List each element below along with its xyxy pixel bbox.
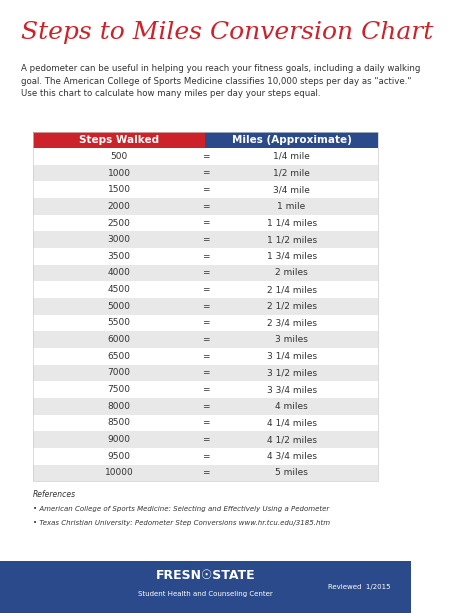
Text: =: = bbox=[201, 402, 209, 411]
Text: 1 mile: 1 mile bbox=[277, 202, 306, 211]
Text: 8000: 8000 bbox=[108, 402, 131, 411]
Text: =: = bbox=[201, 202, 209, 211]
Text: 4 1/2 miles: 4 1/2 miles bbox=[266, 435, 317, 444]
FancyBboxPatch shape bbox=[33, 248, 378, 265]
FancyBboxPatch shape bbox=[33, 365, 378, 381]
FancyBboxPatch shape bbox=[33, 215, 378, 231]
FancyBboxPatch shape bbox=[33, 414, 378, 431]
FancyBboxPatch shape bbox=[33, 181, 378, 198]
Text: 2 3/4 miles: 2 3/4 miles bbox=[266, 319, 317, 327]
Text: =: = bbox=[201, 252, 209, 261]
Bar bbox=[0, 561, 411, 613]
FancyBboxPatch shape bbox=[33, 381, 378, 398]
Text: 2 miles: 2 miles bbox=[275, 268, 308, 278]
Text: =: = bbox=[201, 419, 209, 427]
FancyBboxPatch shape bbox=[33, 331, 378, 348]
FancyBboxPatch shape bbox=[205, 132, 378, 148]
Text: FRESN☉STATE: FRESN☉STATE bbox=[155, 569, 255, 582]
Text: =: = bbox=[201, 385, 209, 394]
FancyBboxPatch shape bbox=[33, 281, 378, 298]
Text: 3 1/4 miles: 3 1/4 miles bbox=[266, 352, 317, 361]
FancyBboxPatch shape bbox=[33, 314, 378, 331]
Text: =: = bbox=[201, 319, 209, 327]
Text: =: = bbox=[201, 352, 209, 361]
Text: 10000: 10000 bbox=[105, 468, 134, 478]
FancyBboxPatch shape bbox=[33, 465, 378, 481]
FancyBboxPatch shape bbox=[33, 348, 378, 365]
Text: 4500: 4500 bbox=[108, 285, 130, 294]
FancyBboxPatch shape bbox=[33, 398, 378, 414]
Text: 2000: 2000 bbox=[108, 202, 130, 211]
Text: Student Health and Counseling Center: Student Health and Counseling Center bbox=[138, 592, 273, 597]
Text: 2500: 2500 bbox=[108, 218, 130, 227]
Text: =: = bbox=[201, 218, 209, 227]
Text: 3 3/4 miles: 3 3/4 miles bbox=[266, 385, 317, 394]
Text: 4000: 4000 bbox=[108, 268, 130, 278]
FancyBboxPatch shape bbox=[33, 132, 205, 148]
FancyBboxPatch shape bbox=[33, 165, 378, 181]
Text: 5000: 5000 bbox=[108, 302, 131, 311]
Text: 1500: 1500 bbox=[108, 185, 131, 194]
Text: =: = bbox=[201, 468, 209, 478]
Text: 1/2 mile: 1/2 mile bbox=[273, 169, 310, 178]
Text: =: = bbox=[201, 452, 209, 461]
Text: Steps Walked: Steps Walked bbox=[79, 135, 159, 145]
FancyBboxPatch shape bbox=[33, 265, 378, 281]
Text: =: = bbox=[201, 152, 209, 161]
Text: Reviewed  1/2015: Reviewed 1/2015 bbox=[328, 584, 390, 590]
Text: 4 3/4 miles: 4 3/4 miles bbox=[266, 452, 317, 461]
Text: 5500: 5500 bbox=[108, 319, 131, 327]
Text: 1/4 mile: 1/4 mile bbox=[273, 152, 310, 161]
Text: =: = bbox=[201, 185, 209, 194]
Bar bbox=[33, 132, 378, 481]
Text: 4 miles: 4 miles bbox=[275, 402, 308, 411]
Text: 500: 500 bbox=[110, 152, 128, 161]
Text: Steps to Miles Conversion Chart: Steps to Miles Conversion Chart bbox=[20, 21, 433, 45]
Text: • American College of Sports Medicine: Selecting and Effectively Using a Pedomet: • American College of Sports Medicine: S… bbox=[33, 506, 329, 512]
Text: 3 miles: 3 miles bbox=[275, 335, 308, 344]
Text: 7500: 7500 bbox=[108, 385, 131, 394]
Text: 1000: 1000 bbox=[108, 169, 131, 178]
Text: =: = bbox=[201, 302, 209, 311]
Text: =: = bbox=[201, 268, 209, 278]
FancyBboxPatch shape bbox=[33, 148, 378, 165]
Text: 1 1/2 miles: 1 1/2 miles bbox=[266, 235, 317, 244]
Text: 5 miles: 5 miles bbox=[275, 468, 308, 478]
Text: 8500: 8500 bbox=[108, 419, 131, 427]
Text: 9000: 9000 bbox=[108, 435, 131, 444]
Text: 3/4 mile: 3/4 mile bbox=[273, 185, 310, 194]
Text: 4 1/4 miles: 4 1/4 miles bbox=[266, 419, 317, 427]
Text: =: = bbox=[201, 435, 209, 444]
Text: =: = bbox=[201, 368, 209, 378]
Text: =: = bbox=[201, 169, 209, 178]
Text: 1 1/4 miles: 1 1/4 miles bbox=[266, 218, 317, 227]
FancyBboxPatch shape bbox=[33, 431, 378, 448]
Text: 3500: 3500 bbox=[108, 252, 131, 261]
Text: 3000: 3000 bbox=[108, 235, 131, 244]
Text: 6500: 6500 bbox=[108, 352, 131, 361]
Text: 7000: 7000 bbox=[108, 368, 131, 378]
Text: A pedometer can be useful in helping you reach your fitness goals, including a d: A pedometer can be useful in helping you… bbox=[20, 64, 420, 98]
FancyBboxPatch shape bbox=[33, 231, 378, 248]
Text: 2 1/4 miles: 2 1/4 miles bbox=[266, 285, 317, 294]
Text: =: = bbox=[201, 335, 209, 344]
Text: 3 1/2 miles: 3 1/2 miles bbox=[266, 368, 317, 378]
Text: 1 3/4 miles: 1 3/4 miles bbox=[266, 252, 317, 261]
Text: 2 1/2 miles: 2 1/2 miles bbox=[266, 302, 317, 311]
FancyBboxPatch shape bbox=[33, 298, 378, 314]
Text: References: References bbox=[33, 490, 76, 500]
Text: 9500: 9500 bbox=[108, 452, 131, 461]
FancyBboxPatch shape bbox=[33, 198, 378, 215]
Text: • Texas Christian University: Pedometer Step Conversions www.hr.tcu.edu/3185.htm: • Texas Christian University: Pedometer … bbox=[33, 520, 330, 526]
Text: =: = bbox=[201, 235, 209, 244]
Text: 6000: 6000 bbox=[108, 335, 131, 344]
FancyBboxPatch shape bbox=[33, 448, 378, 465]
Text: =: = bbox=[201, 285, 209, 294]
Text: Miles (Approximate): Miles (Approximate) bbox=[232, 135, 352, 145]
